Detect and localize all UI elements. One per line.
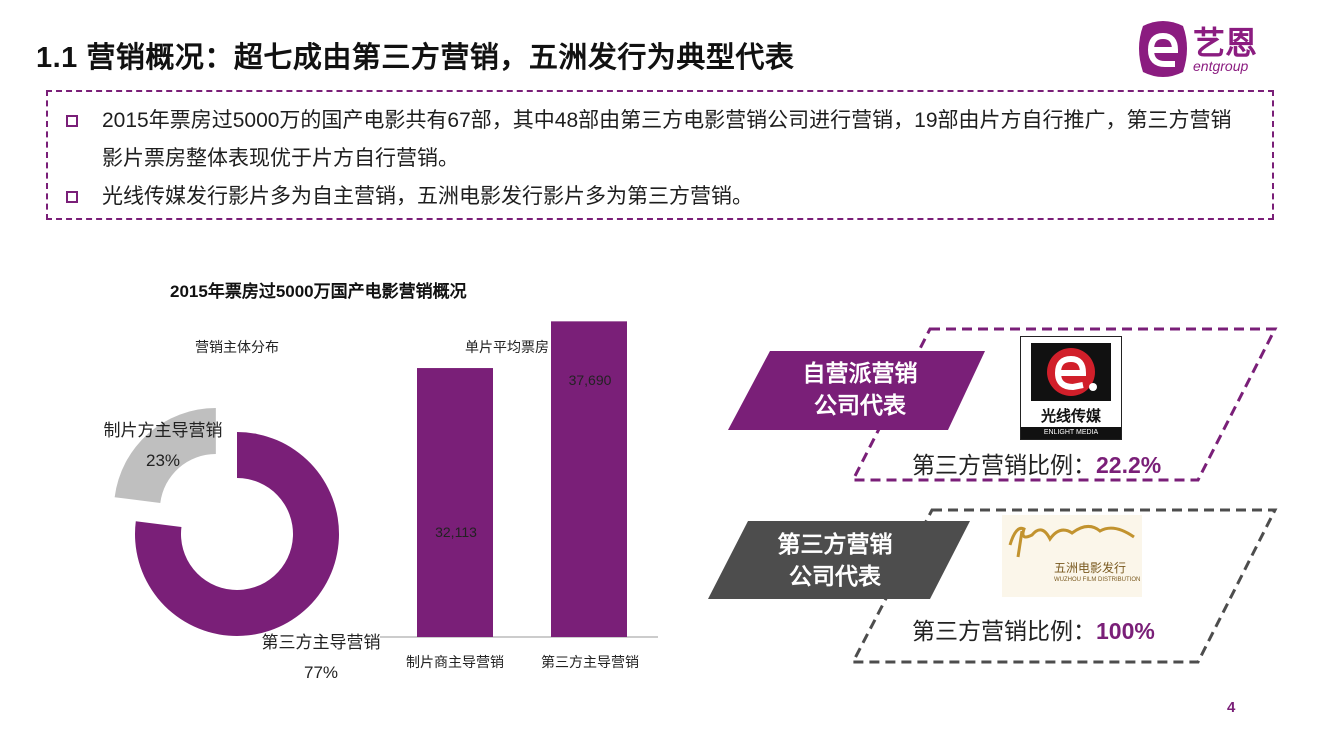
logo-e-icon	[1139, 21, 1187, 77]
panel-label-enlight: 自营派营销 公司代表	[770, 357, 950, 421]
bar-category-label: 制片商主导营销	[406, 654, 504, 670]
donut-slice	[114, 407, 216, 503]
panel-label-bg-enlight	[728, 351, 985, 430]
donut-slice-name: 制片方主导营销	[103, 421, 223, 440]
ratio-text: 第三方营销比例：	[912, 452, 1096, 478]
page-title: 1.1 营销概况：超七成由第三方营销，五洲发行为典型代表	[36, 42, 795, 74]
square-bullet-icon	[66, 115, 78, 127]
panel-label-line: 公司代表	[814, 392, 906, 418]
entgroup-logo: 艺恩 entgroup	[1133, 18, 1283, 80]
enlight-media-logo: 光线传媒 ENLIGHT MEDIA	[1020, 336, 1122, 440]
panel-label-line: 自营派营销	[802, 360, 918, 386]
logo-chinese-text: 艺恩	[1193, 24, 1258, 62]
panel-label-bg-wuzhou	[708, 521, 970, 599]
bar-chart	[380, 321, 658, 638]
ratio-value: 100%	[1096, 618, 1155, 644]
logo-english-text: entgroup	[1193, 58, 1249, 74]
panel-label-wuzhou: 第三方营销 公司代表	[745, 528, 925, 592]
bar-value-label: 37,690	[568, 372, 612, 388]
panel-label-line: 公司代表	[789, 563, 881, 589]
summary-bullet: 光线传媒发行影片多为自主营销，五洲电影发行影片多为第三方营销。	[66, 178, 1246, 216]
wuzhou-logo: 五洲电影发行 WUZHOU FILM DISTRIBUTION	[1002, 515, 1142, 597]
donut-slice-name: 第三方主导营销	[261, 633, 381, 652]
wuzhou-logo-en: WUZHOU FILM DISTRIBUTION	[1054, 577, 1141, 583]
donut-label-producer: 制片方主导营销 23%	[88, 416, 238, 476]
summary-box: 2015年票房过5000万的国产电影共有67部，其中48部由第三方电影营销公司进…	[46, 90, 1274, 220]
page-number: 4	[1227, 699, 1236, 716]
ratio-wuzhou: 第三方营销比例：100%	[912, 612, 1155, 646]
ratio-text: 第三方营销比例：	[912, 618, 1096, 644]
chart-section-title: 2015年票房过5000万国产电影营销概况	[170, 282, 467, 301]
donut-chart	[114, 407, 340, 636]
ratio-enlight: 第三方营销比例：22.2%	[912, 446, 1161, 480]
wuzhou-logo-cn: 五洲电影发行	[1054, 561, 1127, 575]
summary-bullet-text: 2015年票房过5000万的国产电影共有67部，其中48部由第三方电影营销公司进…	[102, 109, 1232, 170]
wuzhou-calligraphy-icon	[1008, 525, 1135, 558]
donut-slice-percent: 23%	[145, 451, 181, 470]
bar-category-label: 第三方主导营销	[541, 654, 639, 670]
donut-slice	[135, 432, 340, 636]
panel-label-line: 第三方营销	[777, 531, 893, 557]
donut-label-third-party: 第三方主导营销 77%	[246, 628, 396, 688]
enlight-logo-en: ENLIGHT MEDIA	[1021, 427, 1121, 439]
enlight-e-icon	[1031, 343, 1111, 401]
bar	[417, 368, 493, 637]
bar	[551, 321, 627, 637]
bar-value-label: 32,113	[435, 524, 477, 540]
panel-frame-wuzhou	[850, 508, 1278, 664]
summary-bullet-text: 光线传媒发行影片多为自主营销，五洲电影发行影片多为第三方营销。	[102, 185, 753, 208]
enlight-logo-cn: 光线传媒	[1040, 408, 1101, 425]
donut-chart-title: 营销主体分布	[195, 339, 279, 355]
donut-slice-percent: 77%	[303, 663, 339, 682]
summary-bullet: 2015年票房过5000万的国产电影共有67部，其中48部由第三方电影营销公司进…	[66, 102, 1246, 178]
ratio-value: 22.2%	[1096, 452, 1162, 478]
square-bullet-icon	[66, 191, 78, 203]
